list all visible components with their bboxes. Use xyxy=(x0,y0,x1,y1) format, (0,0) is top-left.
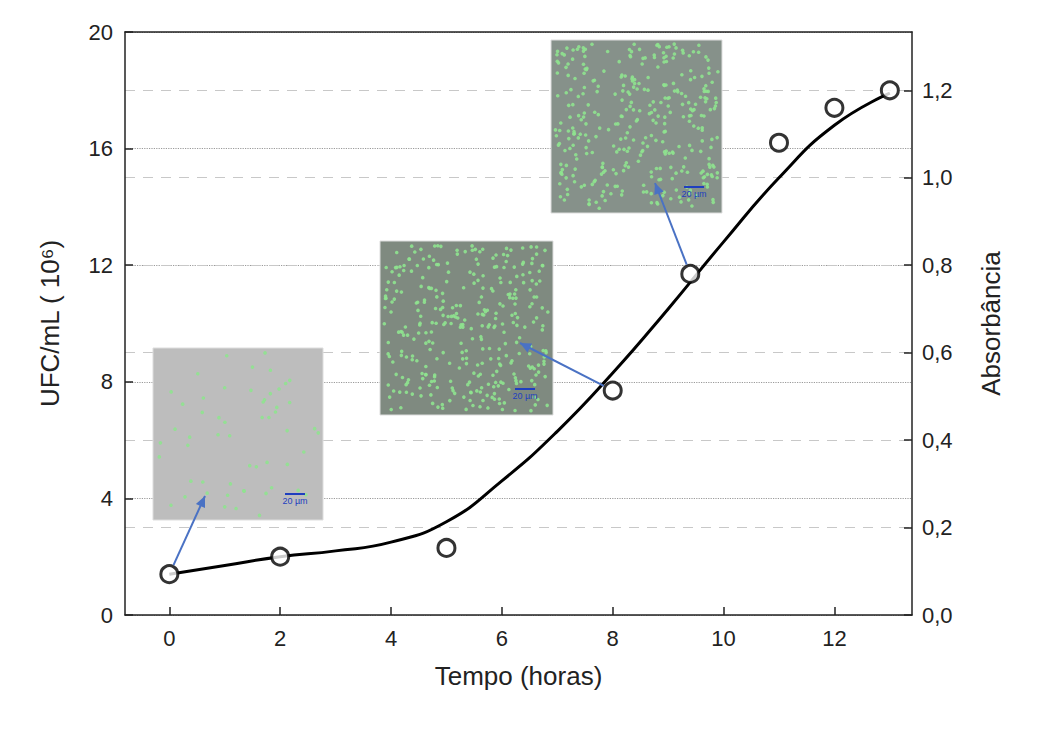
svg-text:20 µm: 20 µm xyxy=(282,496,307,506)
svg-text:10: 10 xyxy=(711,626,735,651)
svg-text:8: 8 xyxy=(101,369,113,394)
svg-text:Absorbância: Absorbância xyxy=(976,251,1006,396)
svg-text:2: 2 xyxy=(274,626,286,651)
svg-text:0: 0 xyxy=(101,603,113,628)
svg-text:8: 8 xyxy=(607,626,619,651)
svg-text:0: 0 xyxy=(163,626,175,651)
svg-text:20 µm: 20 µm xyxy=(681,189,706,199)
svg-text:20 µm: 20 µm xyxy=(512,391,537,401)
svg-text:UFC/mL ( 10⁶): UFC/mL ( 10⁶) xyxy=(35,240,65,407)
svg-text:1,2: 1,2 xyxy=(922,78,953,103)
svg-text:4: 4 xyxy=(385,626,397,651)
svg-text:6: 6 xyxy=(496,626,508,651)
svg-text:16: 16 xyxy=(89,136,113,161)
svg-text:0,0: 0,0 xyxy=(922,603,953,628)
svg-text:1,0: 1,0 xyxy=(922,165,953,190)
svg-text:12: 12 xyxy=(89,253,113,278)
svg-text:0,8: 0,8 xyxy=(922,253,953,278)
svg-text:0,6: 0,6 xyxy=(922,340,953,365)
svg-text:0,4: 0,4 xyxy=(922,428,953,453)
svg-text:20: 20 xyxy=(89,20,113,45)
svg-text:Tempo (horas): Tempo (horas) xyxy=(435,661,603,691)
svg-text:12: 12 xyxy=(822,626,846,651)
svg-text:0,2: 0,2 xyxy=(922,515,953,540)
svg-text:4: 4 xyxy=(101,486,113,511)
